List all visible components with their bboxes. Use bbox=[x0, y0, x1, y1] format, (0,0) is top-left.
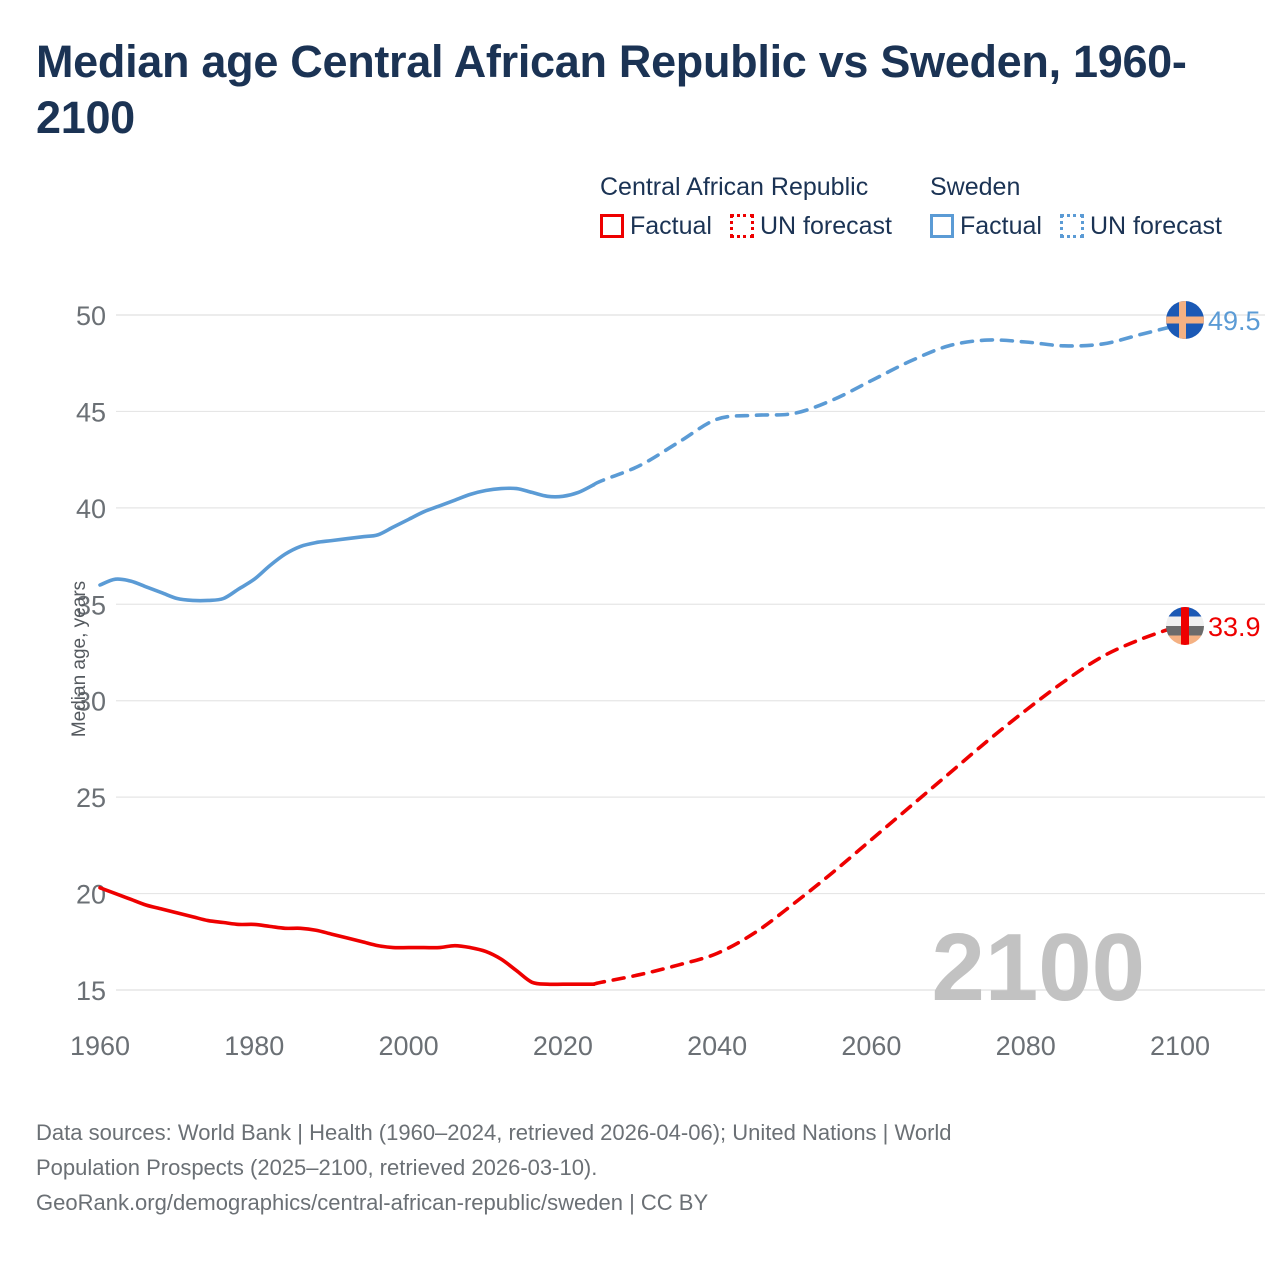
y-axis-tick-label: 45 bbox=[76, 397, 106, 427]
legend-item-car-factual[interactable]: Factual bbox=[600, 212, 712, 240]
car-end-value-label: 33.9 bbox=[1208, 612, 1261, 642]
central-african-republic-flag-icon bbox=[1166, 607, 1204, 645]
legend-group-central-african-republic: Central African Republic Factual UN fore… bbox=[600, 172, 930, 240]
legend-group-title-sweden: Sweden bbox=[930, 173, 1021, 201]
legend-swatch-solid-blue-icon bbox=[930, 214, 954, 238]
x-axis-tick-label: 2040 bbox=[687, 1031, 747, 1061]
legend-swatch-dotted-blue-icon bbox=[1059, 214, 1084, 238]
x-axis-tick-label: 2020 bbox=[533, 1031, 593, 1061]
x-axis-tick-label: 2000 bbox=[379, 1031, 439, 1061]
legend-label-sweden-forecast: UN forecast bbox=[1089, 212, 1222, 240]
y-axis-tick-label: 25 bbox=[76, 783, 106, 813]
footer-attribution[interactable]: GeoRank.org/demographics/central-african… bbox=[36, 1190, 709, 1215]
y-axis-title: Median age, years bbox=[69, 580, 90, 738]
x-axis-tick-label: 1980 bbox=[224, 1031, 284, 1061]
x-axis-tick-label: 2060 bbox=[841, 1031, 901, 1061]
y-axis-tick-label: 35 bbox=[76, 590, 106, 620]
central-african-republic-forecast-line bbox=[591, 623, 1182, 987]
y-axis-tick-label: 15 bbox=[76, 976, 106, 1006]
chart-legend: Central African Republic Factual UN fore… bbox=[600, 172, 1260, 250]
y-axis-tick-label: 40 bbox=[76, 494, 106, 524]
gridlines bbox=[116, 314, 1265, 991]
central-african-republic-factual-line bbox=[98, 885, 596, 987]
y-axis-tick-label: 50 bbox=[76, 301, 106, 331]
chart-footer: Data sources: World Bank | Health (1960–… bbox=[36, 1115, 1236, 1220]
legend-label-car-forecast: UN forecast bbox=[759, 212, 892, 240]
legend-group-title-car: Central African Republic bbox=[600, 173, 869, 201]
page-title: Median age Central African Republic vs S… bbox=[36, 36, 1187, 143]
series-lines bbox=[98, 322, 1182, 987]
sweden-forecast-line bbox=[591, 322, 1182, 487]
footer-sources-line-1: Data sources: World Bank | Health (1960–… bbox=[36, 1120, 952, 1145]
footer-sources-line-2: Population Prospects (2025–2100, retriev… bbox=[36, 1155, 598, 1180]
sweden-flag-icon bbox=[1166, 301, 1204, 339]
median-age-line-chart: 15 20 25 30 35 40 45 50 1960 1980 2000 2020 2040 206… bbox=[70, 301, 1265, 1061]
legend-swatch-dotted-red-icon bbox=[729, 214, 754, 238]
sweden-factual-line bbox=[98, 482, 596, 603]
y-axis-tick-label: 30 bbox=[76, 687, 106, 717]
legend-group-sweden: Sweden Factual UN forecast bbox=[930, 172, 1260, 240]
y-axis-tick-label: 20 bbox=[76, 880, 106, 910]
x-axis-tick-label: 2080 bbox=[996, 1031, 1056, 1061]
legend-swatch-solid-red-icon bbox=[600, 214, 624, 238]
sweden-end-value-label: 49.5 bbox=[1208, 306, 1261, 336]
year-watermark: 2100 bbox=[931, 914, 1145, 1021]
x-axis-tick-label: 1960 bbox=[70, 1031, 130, 1061]
x-axis-tick-labels: 1960 1980 2000 2020 2040 2060 2080 2100 bbox=[70, 1031, 1210, 1061]
legend-item-sweden-forecast[interactable]: UN forecast bbox=[1059, 212, 1222, 240]
y-axis-tick-labels: 15 20 25 30 35 40 45 50 bbox=[76, 301, 106, 1006]
legend-item-sweden-factual[interactable]: Factual bbox=[930, 212, 1042, 240]
legend-label-sweden-factual: Factual bbox=[960, 212, 1042, 240]
legend-item-car-forecast[interactable]: UN forecast bbox=[729, 212, 892, 240]
chart-plot-area: Median age, years 15 20 25 30 35 40 45 50 1960 1… bbox=[69, 301, 1265, 1061]
legend-label-car-factual: Factual bbox=[630, 212, 712, 240]
x-axis-tick-label: 2100 bbox=[1150, 1031, 1210, 1061]
